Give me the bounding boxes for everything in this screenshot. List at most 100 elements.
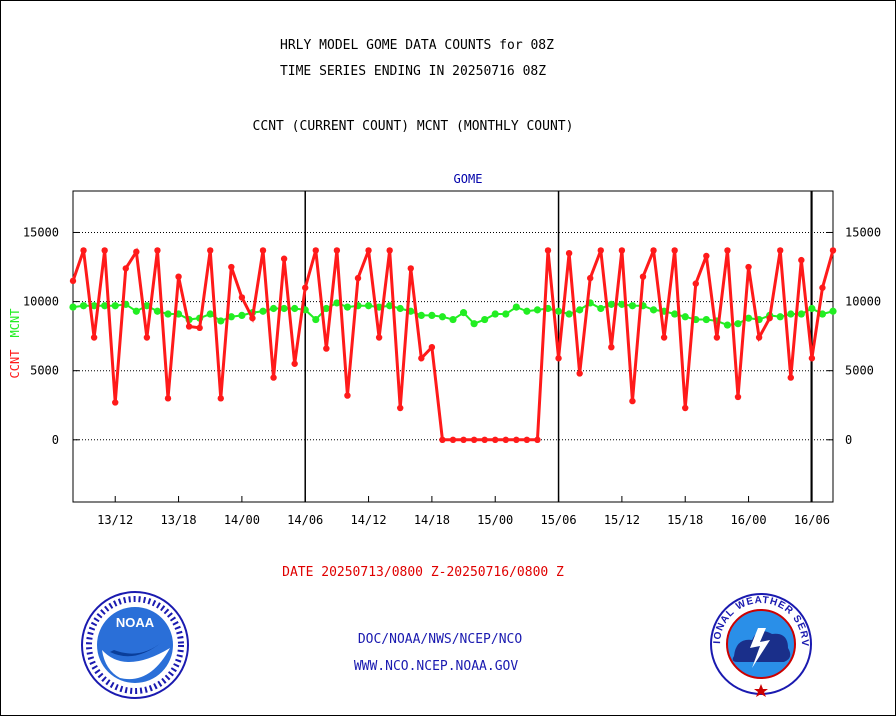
data-point-ccnt [164, 395, 172, 402]
data-point-mcnt [111, 302, 119, 310]
org-path-link[interactable]: DOC/NOAA/NWS/NCEP/NCO [357, 632, 523, 647]
data-point-ccnt [565, 250, 573, 257]
data-point-ccnt [523, 436, 531, 443]
chart-subtitle: CCNT (CURRENT COUNT) MCNT (MONTHLY COUNT… [252, 119, 574, 134]
data-point-ccnt [386, 247, 393, 254]
data-point-ccnt [280, 255, 288, 262]
website-link[interactable]: WWW.NCO.NCEP.NOAA.GOV [353, 659, 519, 674]
data-point-ccnt [428, 343, 436, 351]
data-point-ccnt [629, 397, 636, 405]
data-point-mcnt [238, 311, 246, 319]
noaa-logo[interactable]: NOAA [80, 590, 190, 700]
y-tick-label-right: 15000 [845, 225, 881, 239]
data-point-mcnt [417, 311, 425, 319]
data-point-mcnt [291, 304, 299, 313]
data-point-ccnt [185, 323, 193, 330]
data-point-mcnt [396, 304, 404, 313]
ylabel-ccnt: CCNT [8, 350, 22, 379]
chart-title-line2: TIME SERIES ENDING IN 20250716 08Z [279, 64, 547, 79]
data-point-mcnt [671, 310, 679, 318]
data-point-ccnt [819, 284, 826, 291]
data-point-mcnt [565, 310, 573, 318]
data-point-ccnt [787, 374, 794, 381]
x-tick-label: 14/18 [414, 513, 450, 527]
data-point-ccnt [90, 334, 98, 341]
data-point-mcnt [649, 306, 658, 314]
data-point-ccnt [143, 334, 151, 341]
data-point-mcnt [607, 300, 615, 308]
data-point-mcnt [164, 310, 172, 318]
y-tick-label-left: 15000 [23, 225, 59, 239]
data-point-mcnt [449, 315, 457, 324]
plot-frame [72, 190, 834, 503]
data-point-mcnt [217, 317, 225, 325]
data-point-ccnt [80, 247, 87, 254]
data-point-ccnt [449, 436, 457, 443]
data-point-mcnt [576, 306, 584, 314]
data-point-mcnt [132, 307, 140, 315]
data-point-mcnt [438, 313, 447, 321]
data-point-ccnt [418, 355, 425, 362]
data-point-ccnt [312, 247, 319, 254]
data-point-mcnt [481, 315, 489, 324]
date-range-label: DATE 20250713/0800 Z-20250716/0800 Z [282, 565, 564, 580]
data-point-mcnt [491, 310, 499, 318]
ylabel-mcnt: MCNT [8, 309, 22, 338]
data-point-mcnt [744, 314, 753, 322]
data-point-ccnt [207, 247, 214, 254]
data-point-ccnt [618, 247, 626, 254]
data-point-mcnt [312, 315, 320, 324]
data-point-mcnt [723, 321, 732, 329]
data-point-ccnt [101, 247, 108, 254]
data-point-mcnt [153, 307, 162, 315]
data-point-ccnt [798, 256, 805, 264]
data-point-mcnt [343, 303, 352, 311]
data-point-ccnt [228, 263, 235, 271]
data-point-mcnt [459, 309, 468, 317]
data-point-mcnt [808, 304, 816, 313]
data-point-ccnt [671, 247, 678, 254]
x-tick-label: 15/18 [667, 513, 703, 527]
data-point-ccnt [724, 247, 731, 254]
x-tick-label: 15/12 [604, 513, 640, 527]
data-point-mcnt [470, 320, 478, 328]
data-point-mcnt [776, 313, 784, 321]
nws-logo[interactable]: NATIONAL WEATHER SERVICE [706, 592, 816, 697]
data-point-ccnt [492, 436, 499, 443]
data-point-ccnt [333, 247, 341, 254]
data-point-ccnt [481, 436, 488, 443]
data-point-mcnt [523, 307, 531, 315]
plot-label: GOME [454, 172, 483, 186]
data-point-ccnt [354, 274, 362, 282]
x-tick-label: 14/12 [350, 513, 386, 527]
data-point-mcnt [364, 302, 373, 310]
data-point-mcnt [818, 310, 827, 318]
data-point-mcnt [101, 302, 109, 310]
data-point-ccnt [375, 334, 383, 341]
y-tick-label-right: 5000 [845, 364, 874, 378]
data-point-mcnt [829, 307, 837, 315]
data-point-ccnt [460, 436, 467, 443]
chart-title: HRLY MODEL GOME DATA COUNTS for 08Z [280, 38, 554, 53]
data-point-mcnt [386, 302, 394, 310]
data-point-ccnt [692, 280, 699, 287]
data-point-mcnt [259, 307, 267, 315]
data-point-ccnt [513, 436, 520, 443]
data-point-mcnt [333, 299, 341, 307]
data-point-ccnt [597, 247, 604, 254]
x-tick-label: 16/06 [794, 513, 830, 527]
data-point-mcnt [143, 302, 151, 310]
data-point-ccnt [808, 355, 816, 362]
data-point-ccnt [154, 247, 161, 254]
data-point-ccnt [344, 392, 351, 399]
data-point-ccnt [777, 247, 784, 254]
x-tick-label: 14/00 [224, 513, 260, 527]
data-point-ccnt [660, 334, 668, 341]
data-point-ccnt [397, 404, 404, 412]
data-point-mcnt [269, 304, 278, 313]
data-point-mcnt [428, 311, 436, 319]
data-point-ccnt [69, 277, 77, 285]
data-point-ccnt [122, 265, 129, 272]
data-point-ccnt [713, 334, 721, 341]
